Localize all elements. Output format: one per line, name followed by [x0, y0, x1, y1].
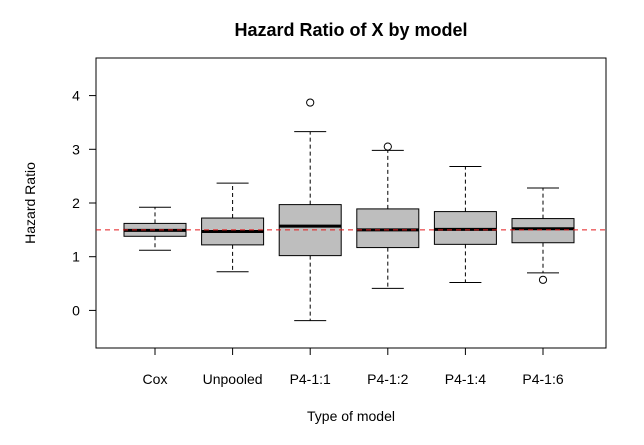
outlier-point [538, 275, 548, 284]
iqr-box [356, 208, 420, 249]
y-tick-label: 2 [72, 195, 80, 211]
x-tick-label: P4-1:4 [445, 371, 486, 387]
boxplots [123, 98, 575, 322]
x-tick-label: Unpooled [203, 371, 263, 387]
x-tick-label: P4-1:1 [290, 371, 331, 387]
boxplot-P4-1:4 [433, 165, 497, 283]
outlier-point [306, 98, 315, 107]
boxplot-Cox [123, 206, 187, 251]
boxplot-P4-1:6 [511, 187, 575, 284]
chart-title: Hazard Ratio of X by model [234, 20, 467, 40]
boxplot-P4-1:2 [356, 142, 420, 289]
iqr-box [511, 218, 575, 244]
x-axis: Cox Unpooled P4-1:1 P4-1:2 P4-1:4 P4-1:6 [143, 347, 564, 387]
y-tick-label: 0 [72, 302, 80, 318]
y-tick-label: 1 [72, 249, 80, 265]
y-tick-label: 4 [72, 88, 80, 104]
outlier-point [383, 142, 392, 151]
y-axis-label: Hazard Ratio [22, 162, 38, 244]
y-axis: 0 1 2 3 4 [72, 88, 97, 318]
x-tick-label: P4-1:2 [367, 371, 408, 387]
y-tick-label: 3 [72, 141, 80, 157]
x-axis-label: Type of model [307, 408, 395, 424]
boxplot-Unpooled [201, 182, 265, 273]
plot-frame [95, 57, 607, 349]
x-tick-label: Cox [143, 371, 168, 387]
x-tick-label: P4-1:6 [522, 371, 563, 387]
boxplot-P4-1:1 [278, 98, 342, 322]
